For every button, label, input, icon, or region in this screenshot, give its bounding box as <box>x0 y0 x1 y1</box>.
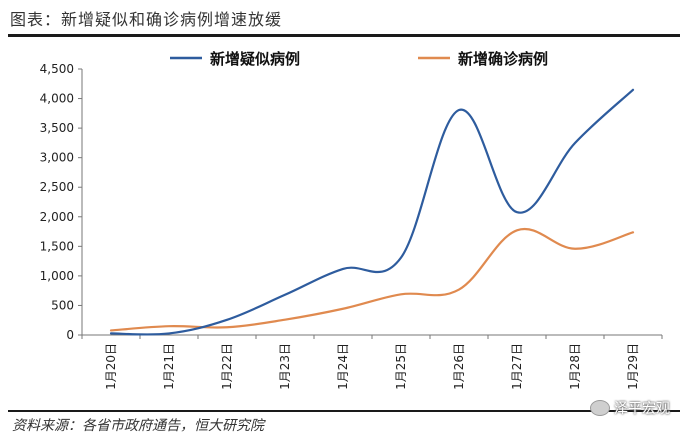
data-point-suspected <box>632 89 634 91</box>
y-tick-label: 500 <box>51 298 74 312</box>
watermark: 泽平宏观 <box>590 398 670 418</box>
x-tick-label: 1月25日 <box>394 343 408 390</box>
data-point-suspected <box>168 332 170 334</box>
data-point-confirmed <box>400 293 402 295</box>
legend-label-confirmed: 新增确诊病例 <box>458 50 548 68</box>
y-tick-label: 4,500 <box>40 62 74 76</box>
data-point-confirmed <box>342 308 344 310</box>
y-tick-label: 0 <box>66 328 74 342</box>
top-rule <box>8 34 680 37</box>
data-point-suspected <box>110 332 112 334</box>
data-point-confirmed <box>574 248 576 250</box>
y-tick-label: 2,500 <box>40 180 74 194</box>
legend-label-suspected: 新增疑似病例 <box>210 50 300 68</box>
y-tick-label: 2,000 <box>40 210 74 224</box>
x-tick-label: 1月23日 <box>278 343 292 390</box>
y-tick-label: 1,500 <box>40 239 74 253</box>
x-tick-label: 1月28日 <box>568 343 582 390</box>
data-point-suspected <box>400 256 402 258</box>
bottom-rule <box>8 410 680 412</box>
data-point-suspected <box>226 319 228 321</box>
series-line-confirmed <box>109 227 635 332</box>
x-tick-label: 1月27日 <box>510 343 524 390</box>
y-tick-label: 4,000 <box>40 92 74 106</box>
data-point-confirmed <box>284 318 286 320</box>
data-point-confirmed <box>458 288 460 290</box>
data-point-confirmed <box>516 229 518 231</box>
data-point-suspected <box>458 109 460 111</box>
data-point-suspected <box>574 142 576 144</box>
x-tick-label: 1月21日 <box>162 343 176 390</box>
x-tick-label: 1月20日 <box>104 343 118 390</box>
x-tick-label: 1月26日 <box>452 343 466 390</box>
data-point-confirmed <box>226 326 228 328</box>
series-line-suspected <box>109 88 635 336</box>
data-point-suspected <box>342 268 344 270</box>
data-point-suspected <box>284 294 286 296</box>
wechat-icon <box>590 400 610 416</box>
data-point-suspected <box>516 211 518 213</box>
x-tick-label: 1月29日 <box>626 343 640 390</box>
x-tick-label: 1月24日 <box>336 343 350 390</box>
source-note: 资料来源：各省市政府通告，恒大研究院 <box>12 418 264 434</box>
watermark-text: 泽平宏观 <box>614 401 670 417</box>
data-point-confirmed <box>110 329 112 331</box>
y-tick-label: 1,000 <box>40 269 74 283</box>
y-tick-label: 3,500 <box>40 121 74 135</box>
data-point-confirmed <box>632 231 634 233</box>
chart-title: 图表：新增疑似和确诊病例增速放缓 <box>10 10 283 29</box>
x-tick-label: 1月22日 <box>220 343 234 390</box>
data-point-confirmed <box>168 325 170 327</box>
y-tick-label: 3,000 <box>40 151 74 165</box>
